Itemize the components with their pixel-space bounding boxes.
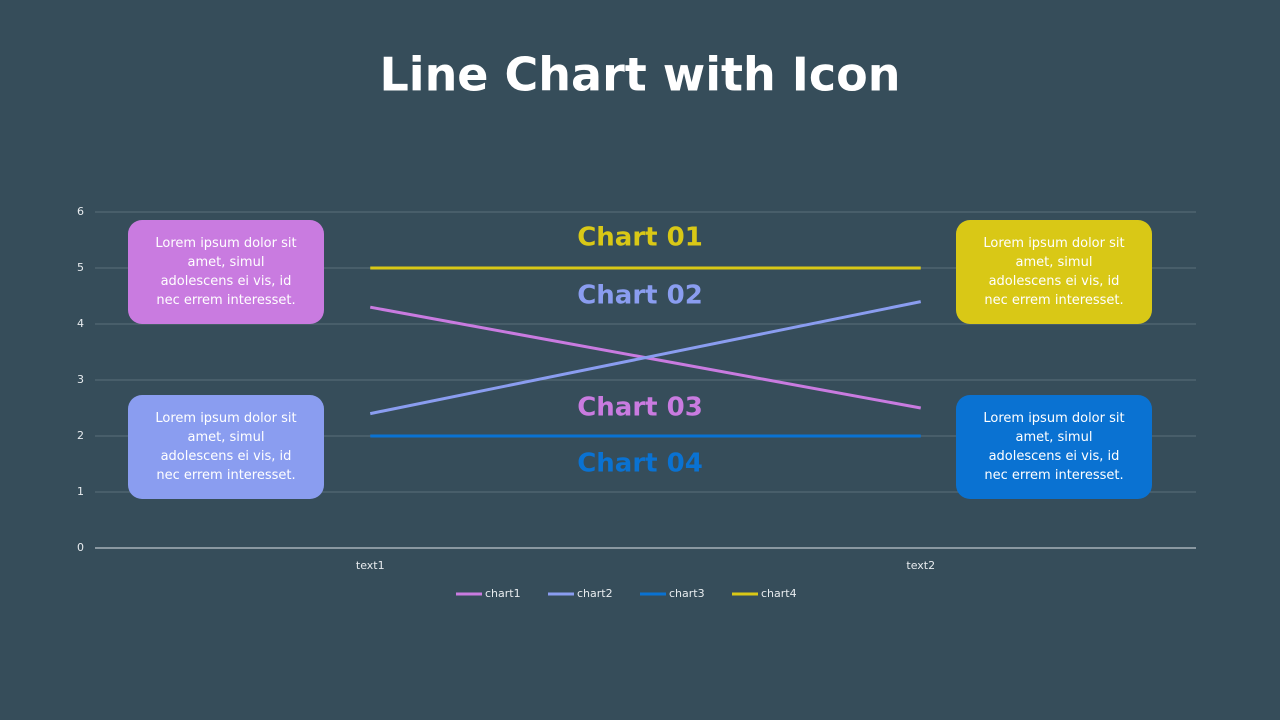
y-tick-label: 3 <box>77 373 84 386</box>
annotation: Chart 01 <box>577 223 703 253</box>
legend-label: chart2 <box>577 587 613 600</box>
legend-label: chart1 <box>485 587 521 600</box>
annotation: Chart 04 <box>577 449 703 479</box>
y-tick-label: 6 <box>77 205 84 218</box>
note-box: Lorem ipsum dolor sit amet, simul adoles… <box>128 395 324 499</box>
y-tick-label: 4 <box>77 317 84 330</box>
note-box: Lorem ipsum dolor sit amet, simul adoles… <box>128 220 324 324</box>
annotation: Chart 03 <box>577 393 703 423</box>
legend-label: chart4 <box>761 587 797 600</box>
legend-label: chart3 <box>669 587 705 600</box>
note-box: Lorem ipsum dolor sit amet, simul adoles… <box>956 220 1152 324</box>
x-tick-label: text1 <box>356 559 385 572</box>
y-tick-label: 2 <box>77 429 84 442</box>
y-tick-label: 1 <box>77 485 84 498</box>
y-tick-label: 0 <box>77 541 84 554</box>
line-series <box>369 300 922 416</box>
chart-title: Line Chart with Icon <box>379 48 900 102</box>
x-tick-label: text2 <box>906 559 935 572</box>
y-tick-label: 5 <box>77 261 84 274</box>
note-box: Lorem ipsum dolor sit amet, simul adoles… <box>956 395 1152 499</box>
annotation: Chart 02 <box>577 281 703 311</box>
